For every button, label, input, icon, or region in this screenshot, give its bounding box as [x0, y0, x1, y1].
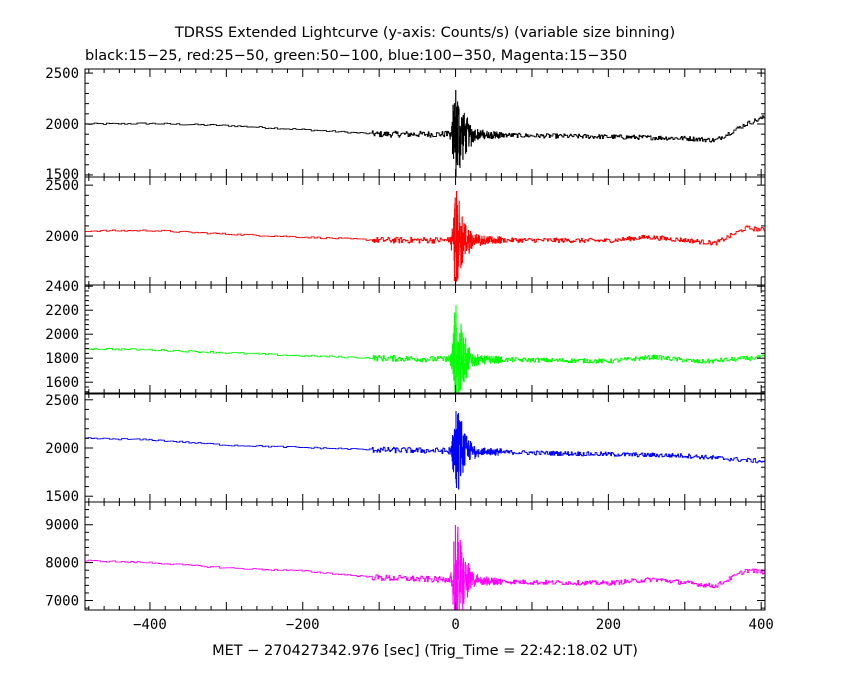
x-tick-label: 400	[749, 617, 774, 633]
y-tick-label: 2000	[45, 441, 79, 457]
panel-frame	[84, 68, 766, 178]
x-tick-label: 200	[596, 617, 621, 633]
y-tick-label: 2000	[45, 117, 79, 133]
x-axis-label: MET − 270427342.976 [sec] (Trig_Time = 2…	[212, 643, 638, 659]
panel-15-25: 1500 2000 2500	[45, 66, 766, 183]
y-tick-label: 2000	[45, 229, 79, 245]
panel-25-50: 2000 2500	[45, 176, 766, 286]
y-tick-label: 2500	[45, 393, 79, 409]
chart-subtitle: black:15−25, red:25−50, green:50−100, bl…	[85, 48, 627, 64]
panel-100-350: 1500 2000 2500	[45, 393, 766, 505]
x-tick-label: −400	[133, 617, 167, 633]
panel-frame	[84, 176, 766, 286]
y-tick-label: 7000	[45, 594, 79, 610]
chart-title: TDRSS Extended Lightcurve (y-axis: Count…	[174, 25, 675, 41]
y-tick-label: 8000	[45, 556, 79, 572]
y-tick-label: 1800	[45, 351, 79, 367]
panel-15-350: 7000 8000 9000	[45, 501, 766, 611]
series-25-50-line	[85, 190, 765, 282]
y-tick-label: 9000	[45, 518, 79, 534]
y-tick-label: 2500	[45, 178, 79, 194]
y-tick-label: 2400	[45, 279, 79, 295]
y-tick-label: 1600	[45, 375, 79, 391]
y-tick-label: 2200	[45, 303, 79, 319]
y-tick-label: 1500	[45, 489, 79, 505]
series-15-25-line	[85, 90, 765, 177]
panels-group: 1500 2000 2500 2000 2500 1600 1800 2000 2200 2400…	[45, 66, 766, 611]
x-tick-labels: −400 −200 0 200 400	[133, 617, 774, 633]
panel-frame	[84, 501, 766, 611]
series-15-350-line	[85, 525, 765, 610]
y-tick-label: 2000	[45, 327, 79, 343]
y-tick-label: 1500	[45, 167, 79, 183]
panel-frame	[84, 393, 766, 503]
y-tick-label: 2500	[45, 66, 79, 82]
series-50-100-line	[85, 305, 765, 393]
series-100-350-line	[85, 411, 765, 490]
x-tick-label: −200	[286, 617, 320, 633]
panel-frame	[84, 284, 766, 394]
panel-50-100: 1600 1800 2000 2200 2400	[45, 279, 766, 394]
x-tick-label: 0	[451, 617, 459, 633]
